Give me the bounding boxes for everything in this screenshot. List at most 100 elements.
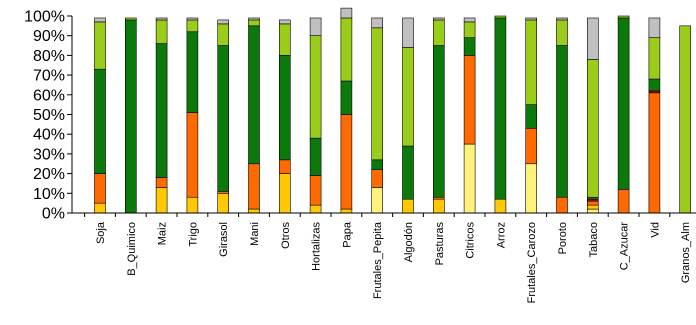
bar-stack — [463, 17, 476, 214]
bar-segment — [402, 198, 414, 214]
bar-segment — [186, 17, 199, 21]
bar-segment — [155, 187, 168, 214]
x-tick-label: Trigo — [187, 222, 199, 247]
bar-segment — [432, 19, 445, 46]
bar-segment — [371, 187, 384, 214]
bar-segment — [556, 17, 568, 21]
bar-segment — [217, 19, 229, 25]
bar-stack — [125, 17, 137, 214]
bar-segment — [525, 127, 538, 165]
x-tick-label: Poroto — [557, 222, 569, 254]
bar-stack — [525, 17, 538, 214]
bar-stack — [217, 19, 229, 214]
x-tick-label: B_Quimico — [126, 222, 138, 276]
bar-segment — [648, 17, 661, 38]
bar-stack — [586, 17, 599, 214]
bar-segment — [432, 17, 445, 21]
bar-stack — [248, 17, 260, 214]
x-axis: Soja B_Quimico Maiz Trigo Girasol Mani Otros Ho… — [72, 212, 696, 303]
bar-stack — [340, 7, 353, 214]
bar-segment — [463, 143, 476, 214]
bar-segment — [586, 17, 599, 60]
bar-segment — [371, 17, 384, 29]
bar-segment — [186, 112, 199, 198]
bar-segment — [617, 17, 630, 190]
bar-segment — [155, 19, 168, 44]
bar-segment — [371, 27, 384, 161]
bar-segment — [586, 204, 599, 210]
bar-stack — [371, 17, 384, 214]
bar-segment — [432, 198, 445, 214]
bar-segment — [586, 208, 599, 214]
bar-segment — [155, 177, 168, 188]
bar-segment — [125, 19, 137, 214]
bar-segment — [525, 104, 538, 129]
bar-stack — [402, 17, 414, 214]
bar-segment — [617, 15, 630, 19]
y-tick-label: 70% — [33, 68, 65, 85]
bar-segment — [155, 17, 168, 21]
bar-stack — [278, 19, 291, 214]
bar-segment — [278, 173, 291, 214]
bar-segment — [494, 198, 507, 214]
bar-segment — [248, 17, 260, 21]
bar-segment — [248, 208, 260, 214]
y-tick-label: 20% — [33, 166, 65, 183]
bar-stack — [186, 17, 199, 214]
bar-segment — [278, 159, 291, 174]
bar-segment — [556, 45, 568, 198]
bar-segment — [525, 17, 538, 21]
bar-segment — [278, 23, 291, 56]
bar-segment — [648, 92, 661, 214]
bar-segment — [340, 7, 353, 19]
x-tick-label: Mani — [249, 222, 261, 246]
bar-segment — [94, 21, 106, 70]
bar-segment — [463, 21, 476, 38]
bar-segment — [432, 45, 445, 198]
bar-segment — [648, 37, 661, 80]
x-tick-label: Citricos — [465, 222, 477, 259]
bar-segment — [494, 15, 507, 19]
bar-segment — [309, 175, 322, 206]
x-tick-label: Algodón — [403, 222, 415, 262]
y-tick-label: 80% — [33, 48, 65, 65]
bar-segment — [340, 208, 353, 214]
bar-segment — [94, 68, 106, 174]
bar-segment — [186, 196, 199, 214]
bar-segment — [679, 25, 692, 214]
x-tick-label: Vid — [649, 222, 661, 238]
bar-segment — [217, 45, 229, 192]
x-tick-label: Frutales_Carozo — [526, 222, 538, 303]
x-tick-label: Pasturas — [434, 222, 446, 266]
bar-segment — [402, 145, 414, 200]
bar-stack — [679, 25, 692, 214]
bar-segment — [186, 19, 199, 33]
bar-segment — [248, 19, 260, 27]
bar-segment — [586, 200, 599, 206]
bar-segment — [463, 55, 476, 145]
bar-segment — [556, 196, 568, 214]
bar-segment — [463, 17, 476, 23]
bar-segment — [525, 163, 538, 214]
x-tick-label: Soja — [95, 221, 107, 244]
bar-segment — [217, 23, 229, 46]
bar-segment — [402, 17, 414, 48]
x-tick-label: Granos_Alm — [680, 222, 692, 283]
bar-segment — [94, 17, 106, 23]
bar-segment — [586, 59, 599, 198]
bar-segment — [494, 17, 507, 200]
x-tick-label: Hortalizas — [311, 222, 323, 271]
bar-segment — [278, 55, 291, 161]
bar-stack — [432, 17, 445, 214]
bar-segment — [309, 35, 322, 139]
bar-segment — [617, 189, 630, 214]
bar-segment — [309, 137, 322, 176]
bar-segment — [371, 169, 384, 188]
y-tick-label: 30% — [33, 146, 65, 163]
bar-segment — [525, 19, 538, 105]
bar-segment — [94, 173, 106, 204]
bar-segment — [248, 25, 260, 165]
y-axis: 0% 10% 20% 30% 40% 50% 60% 70% 80% 90% 100% — [24, 9, 73, 223]
bar-segment — [217, 193, 229, 214]
